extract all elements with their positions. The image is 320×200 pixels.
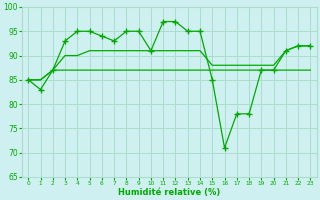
X-axis label: Humidité relative (%): Humidité relative (%) [118, 188, 220, 197]
